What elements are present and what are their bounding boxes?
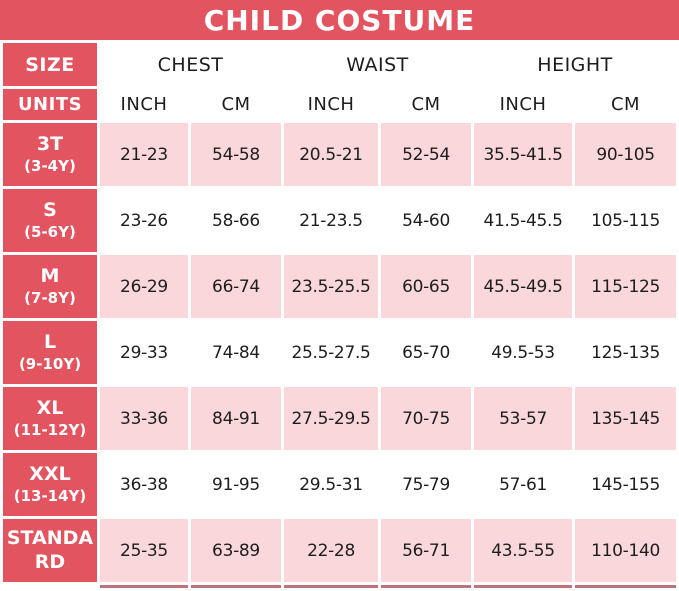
chest-cm-header: CM <box>191 89 282 120</box>
table-row: 3T (3-4Y) 21-23 54-58 20.5-21 52-54 35.5-41.5… <box>3 123 677 186</box>
size-value-cell: 105-115 <box>575 189 677 252</box>
size-value-cell: 63-89 <box>191 519 282 582</box>
size-value-cell: 135-145 <box>575 387 677 450</box>
row-label-line: RD <box>34 550 66 573</box>
crop-edge-row <box>3 585 677 588</box>
size-value-cell: 90-105 <box>575 123 677 186</box>
size-value-cell: 27.5-29.5 <box>284 387 379 450</box>
size-value-cell: 125-135 <box>575 321 677 384</box>
row-size-label: XL (11-12Y) <box>3 387 97 450</box>
row-size-label: L (9-10Y) <box>3 321 97 384</box>
row-size-label: 3T (3-4Y) <box>3 123 97 186</box>
row-label-line: (3-4Y) <box>24 157 76 175</box>
row-label-line: M <box>40 265 60 288</box>
row-label-line: 3T <box>36 133 64 156</box>
crop-edge-line <box>474 585 573 588</box>
table-row: XXL (13-14Y) 36-38 91-95 29.5-31 75-79 57-61 1… <box>3 453 677 516</box>
size-value-cell: 110-140 <box>575 519 677 582</box>
size-value-cell: 75-79 <box>381 453 472 516</box>
size-value-cell: 115-125 <box>575 255 677 318</box>
units-header-row: UNITS INCH CM INCH CM INCH CM <box>3 89 677 120</box>
row-size-label: M (7-8Y) <box>3 255 97 318</box>
row-size-label: S (5-6Y) <box>3 189 97 252</box>
size-value-cell: 41.5-45.5 <box>474 189 573 252</box>
row-label-line: L <box>43 331 57 354</box>
size-value-cell: 33-36 <box>100 387 188 450</box>
crop-edge-line <box>284 585 379 588</box>
size-value-cell: 23.5-25.5 <box>284 255 379 318</box>
size-value-cell: 35.5-41.5 <box>474 123 573 186</box>
height-cm-header: CM <box>575 89 677 120</box>
table-row: S (5-6Y) 23-26 58-66 21-23.5 54-60 41.5-45.5 1… <box>3 189 677 252</box>
group-header-waist: WAIST <box>284 43 472 86</box>
size-value-cell: 65-70 <box>381 321 472 384</box>
units-corner-cell: UNITS <box>3 89 97 120</box>
size-value-cell: 49.5-53 <box>474 321 573 384</box>
size-value-cell: 20.5-21 <box>284 123 379 186</box>
group-header-chest: CHEST <box>100 43 282 86</box>
group-header-height: HEIGHT <box>474 43 677 86</box>
size-value-cell: 21-23.5 <box>284 189 379 252</box>
size-value-cell: 43.5-55 <box>474 519 573 582</box>
crop-edge-line <box>100 585 188 588</box>
row-label-line: (5-6Y) <box>24 223 76 241</box>
chart-title-bar: CHILD COSTUME <box>0 0 679 40</box>
group-header-row: SIZE CHEST WAIST HEIGHT <box>3 43 677 86</box>
size-value-cell: 26-29 <box>100 255 188 318</box>
crop-edge-line <box>381 585 472 588</box>
crop-edge-blank <box>3 585 97 588</box>
size-value-cell: 52-54 <box>381 123 472 186</box>
table-row: XL (11-12Y) 33-36 84-91 27.5-29.5 70-75 53-57… <box>3 387 677 450</box>
crop-edge-line <box>191 585 282 588</box>
size-value-cell: 56-71 <box>381 519 472 582</box>
size-value-cell: 45.5-49.5 <box>474 255 573 318</box>
size-value-cell: 66-74 <box>191 255 282 318</box>
row-size-label: STANDA RD <box>3 519 97 582</box>
chart-title: CHILD COSTUME <box>203 3 476 37</box>
height-inch-header: INCH <box>474 89 573 120</box>
size-table: SIZE CHEST WAIST HEIGHT UNITS INCH CM IN… <box>0 40 679 591</box>
size-value-cell: 54-60 <box>381 189 472 252</box>
size-value-cell: 60-65 <box>381 255 472 318</box>
row-label-line: (13-14Y) <box>13 487 87 505</box>
row-label-line: XXL <box>29 463 71 486</box>
size-value-cell: 25.5-27.5 <box>284 321 379 384</box>
row-label-line: (11-12Y) <box>13 421 87 439</box>
table-row: STANDA RD 25-35 63-89 22-28 56-71 43.5-55 110-… <box>3 519 677 582</box>
size-value-cell: 36-38 <box>100 453 188 516</box>
table-row: M (7-8Y) 26-29 66-74 23.5-25.5 60-65 45.5-49.… <box>3 255 677 318</box>
row-size-label: XXL (13-14Y) <box>3 453 97 516</box>
size-value-cell: 84-91 <box>191 387 282 450</box>
row-label-line: (7-8Y) <box>24 289 76 307</box>
waist-cm-header: CM <box>381 89 472 120</box>
chest-inch-header: INCH <box>100 89 188 120</box>
size-value-cell: 57-61 <box>474 453 573 516</box>
size-value-cell: 70-75 <box>381 387 472 450</box>
waist-inch-header: INCH <box>284 89 379 120</box>
size-value-cell: 145-155 <box>575 453 677 516</box>
size-value-cell: 53-57 <box>474 387 573 450</box>
row-label-line: (9-10Y) <box>18 355 82 373</box>
size-value-cell: 91-95 <box>191 453 282 516</box>
crop-edge-line <box>575 585 677 588</box>
size-value-cell: 29.5-31 <box>284 453 379 516</box>
size-corner-cell: SIZE <box>3 43 97 86</box>
size-value-cell: 54-58 <box>191 123 282 186</box>
row-label-line: XL <box>36 397 64 420</box>
size-value-cell: 58-66 <box>191 189 282 252</box>
row-label-line: STANDA <box>6 526 94 549</box>
size-value-cell: 22-28 <box>284 519 379 582</box>
table-row: L (9-10Y) 29-33 74-84 25.5-27.5 65-70 49.5-53… <box>3 321 677 384</box>
size-value-cell: 74-84 <box>191 321 282 384</box>
size-value-cell: 23-26 <box>100 189 188 252</box>
size-value-cell: 21-23 <box>100 123 188 186</box>
size-value-cell: 29-33 <box>100 321 188 384</box>
row-label-line: S <box>43 199 57 222</box>
size-value-cell: 25-35 <box>100 519 188 582</box>
